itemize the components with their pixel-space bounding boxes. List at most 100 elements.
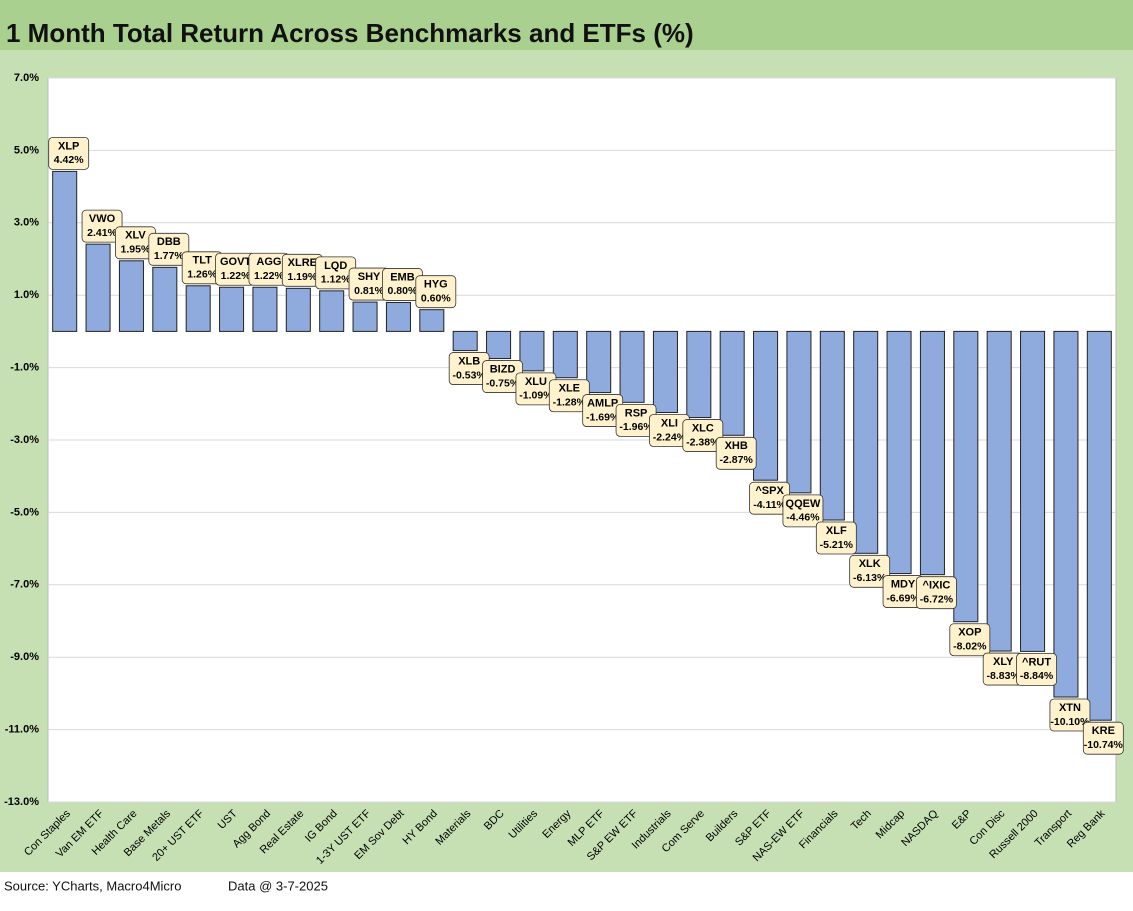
data-label-ticker: MDY	[891, 578, 916, 590]
data-label-ticker: ^SPX	[755, 485, 784, 497]
data-label-ticker: XLI	[661, 417, 678, 429]
bar	[753, 330, 779, 481]
bar	[519, 330, 545, 372]
bar	[152, 266, 178, 332]
y-tick-label: -3.0%	[10, 434, 39, 446]
data-label: BIZD -0.75%	[482, 360, 523, 393]
data-label: SHY 0.81%	[348, 267, 390, 301]
bar	[719, 330, 745, 436]
bar	[853, 330, 879, 554]
bar	[185, 285, 211, 332]
data-label-value: -10.10%	[1050, 716, 1090, 728]
y-tick-label: -9.0%	[10, 651, 39, 663]
y-tick-label: 3.0%	[14, 217, 39, 229]
data-label-ticker: VWO	[89, 213, 116, 225]
data-label: AGG 1.22%	[248, 252, 290, 286]
data-label: QQEW -4.46%	[782, 494, 824, 528]
bar	[552, 330, 578, 379]
data-label-ticker: XLF	[826, 525, 847, 537]
data-label: XHB -2.87%	[715, 436, 757, 470]
data-label-value: 0.60%	[421, 292, 451, 304]
data-label-box	[415, 275, 457, 309]
bar	[252, 286, 278, 332]
data-label-box	[1016, 653, 1057, 686]
bar	[452, 330, 478, 352]
data-label-ticker: XLV	[125, 230, 146, 242]
y-tick-label: -1.0%	[10, 362, 39, 374]
data-label-value: 1.26%	[187, 269, 217, 281]
data-label: LQD 1.12%	[315, 256, 357, 290]
data-label-value: -8.84%	[1020, 670, 1054, 682]
data-label-value: 0.80%	[388, 285, 418, 297]
data-label: XLP 4.42%	[48, 136, 90, 170]
data-label-box	[715, 436, 757, 470]
data-label-ticker: XTN	[1059, 702, 1081, 714]
data-label: XLF -5.21%	[815, 521, 857, 555]
data-label-value: -8.83%	[987, 670, 1021, 682]
data-label-value: 1.77%	[154, 250, 184, 262]
data-label-ticker: TLT	[193, 255, 213, 267]
data-label-value: -10.74%	[1084, 739, 1124, 751]
bar	[385, 301, 411, 332]
data-label-value: -6.69%	[886, 592, 920, 604]
data-label-ticker: BIZD	[490, 363, 516, 375]
data-label: XOP -8.02%	[949, 623, 991, 657]
source-note: Source: YCharts, Macro4Micro	[4, 878, 182, 893]
data-label-value: -1.28%	[553, 397, 587, 409]
y-tick-label: -7.0%	[10, 579, 39, 591]
data-label-value: 2.41%	[87, 227, 117, 239]
data-label-value: -4.46%	[786, 512, 820, 524]
bar	[986, 330, 1012, 652]
bar	[1020, 330, 1046, 652]
data-label-ticker: GOVT	[220, 256, 251, 268]
data-label-box	[916, 576, 957, 610]
data-label: DBB 1.77%	[148, 232, 190, 266]
data-label-ticker: HYG	[424, 279, 448, 291]
data-label-ticker: RSP	[625, 407, 648, 419]
title-bar	[0, 0, 1133, 50]
data-label-value: -5.21%	[820, 539, 854, 551]
data-label-box	[148, 232, 190, 266]
data-label-ticker: XLP	[58, 140, 79, 152]
y-tick-label: 1.0%	[14, 289, 39, 301]
data-label-ticker: DBB	[157, 236, 181, 248]
data-label-ticker: XLC	[692, 422, 714, 434]
data-label-box	[815, 521, 857, 555]
data-label-ticker: XLE	[559, 383, 580, 395]
data-label: EMB 0.80%	[382, 268, 423, 301]
y-tick-label: -11.0%	[5, 724, 39, 736]
data-label-ticker: XLY	[993, 656, 1014, 668]
data-label-box	[682, 419, 724, 452]
bar	[886, 330, 912, 575]
data-label: XLV 1.95%	[115, 226, 156, 260]
data-label-box	[81, 209, 123, 243]
bar	[352, 301, 378, 332]
data-label-value: -8.02%	[953, 641, 987, 653]
data-label-ticker: EMB	[390, 271, 415, 283]
data-label: XLRE 1.19%	[281, 253, 323, 287]
bar	[285, 287, 311, 332]
data-label: ^IXIC-6.72%	[916, 576, 957, 610]
data-label: XLE -1.28%	[548, 379, 590, 413]
data-label-ticker: AMLP	[587, 397, 618, 409]
data-label-ticker: XLB	[458, 355, 480, 367]
data-label: XLB -0.53%	[448, 352, 490, 385]
data-label: KRE -10.74%	[1082, 721, 1124, 755]
y-tick-label: 5.0%	[14, 144, 39, 156]
bar	[85, 243, 111, 332]
data-label-value: -1.69%	[586, 411, 620, 423]
data-label: XTN -10.10%	[1049, 698, 1091, 732]
data-label-ticker: XLU	[525, 376, 547, 388]
bar	[686, 330, 712, 419]
data-label: XLU -1.09%	[515, 372, 557, 406]
data-label: XLK -6.13%	[849, 554, 891, 588]
data-label-value: -0.53%	[453, 369, 487, 381]
data-label: ^SPX -4.11%	[749, 481, 790, 515]
bar	[52, 170, 78, 332]
data-label: XLC -2.38%	[682, 419, 724, 452]
bar	[953, 330, 979, 623]
data-label-value: -4.11%	[753, 499, 786, 511]
bar	[118, 260, 144, 332]
